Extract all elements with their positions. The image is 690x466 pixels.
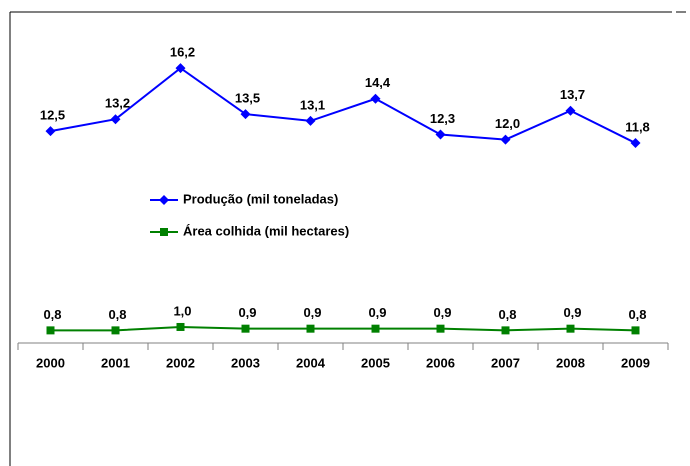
data-label: 13,2 bbox=[105, 96, 130, 111]
point bbox=[370, 93, 381, 104]
point bbox=[306, 324, 315, 333]
data-label: 0,8 bbox=[108, 307, 126, 322]
point bbox=[500, 134, 511, 145]
data-label: 13,1 bbox=[300, 97, 325, 112]
legend-marker bbox=[160, 228, 168, 236]
point bbox=[566, 324, 575, 333]
point bbox=[630, 138, 641, 149]
point bbox=[501, 326, 510, 335]
data-label: 12,5 bbox=[40, 108, 65, 123]
point bbox=[45, 126, 56, 137]
legend-marker bbox=[159, 195, 169, 205]
data-label: 0,9 bbox=[368, 305, 386, 320]
legend-label: Área colhida (mil hectares) bbox=[183, 223, 349, 238]
point bbox=[435, 129, 446, 140]
series-line bbox=[50, 325, 636, 332]
data-label: 13,7 bbox=[560, 87, 585, 102]
series-line bbox=[50, 66, 636, 144]
x-tick-label: 2004 bbox=[296, 355, 326, 370]
point bbox=[241, 324, 250, 333]
x-tick-label: 2009 bbox=[621, 355, 650, 370]
point bbox=[371, 324, 380, 333]
x-tick-label: 2007 bbox=[491, 355, 520, 370]
data-label: 13,5 bbox=[235, 91, 260, 106]
x-tick-label: 2008 bbox=[556, 355, 585, 370]
point bbox=[110, 114, 121, 125]
x-tick-label: 2005 bbox=[361, 355, 390, 370]
data-label: 11,8 bbox=[625, 119, 650, 134]
data-label: 0,9 bbox=[238, 305, 256, 320]
data-label: 1,0 bbox=[173, 303, 191, 318]
data-label: 14,4 bbox=[365, 75, 391, 90]
data-label: 16,2 bbox=[170, 45, 195, 60]
point bbox=[240, 109, 251, 120]
data-label: 0,8 bbox=[498, 307, 516, 322]
x-tick-label: 2002 bbox=[166, 355, 195, 370]
point bbox=[111, 326, 120, 335]
data-label: 0,8 bbox=[43, 307, 61, 322]
x-tick-label: 2003 bbox=[231, 355, 260, 370]
point bbox=[46, 326, 55, 335]
x-tick-label: 2006 bbox=[426, 355, 455, 370]
point bbox=[176, 322, 185, 331]
data-label: 0,9 bbox=[433, 305, 451, 320]
data-label: 12,3 bbox=[430, 111, 455, 126]
legend-label: Produção (mil toneladas) bbox=[183, 191, 338, 206]
data-label: 0,9 bbox=[563, 305, 581, 320]
x-tick-label: 2001 bbox=[101, 355, 130, 370]
data-label: 12,0 bbox=[495, 116, 520, 131]
point bbox=[305, 115, 316, 126]
point bbox=[436, 324, 445, 333]
point bbox=[565, 105, 576, 116]
x-tick-label: 2000 bbox=[36, 355, 65, 370]
data-label: 0,9 bbox=[303, 305, 321, 320]
point bbox=[175, 63, 186, 74]
point bbox=[631, 326, 640, 335]
data-label: 0,8 bbox=[628, 307, 646, 322]
